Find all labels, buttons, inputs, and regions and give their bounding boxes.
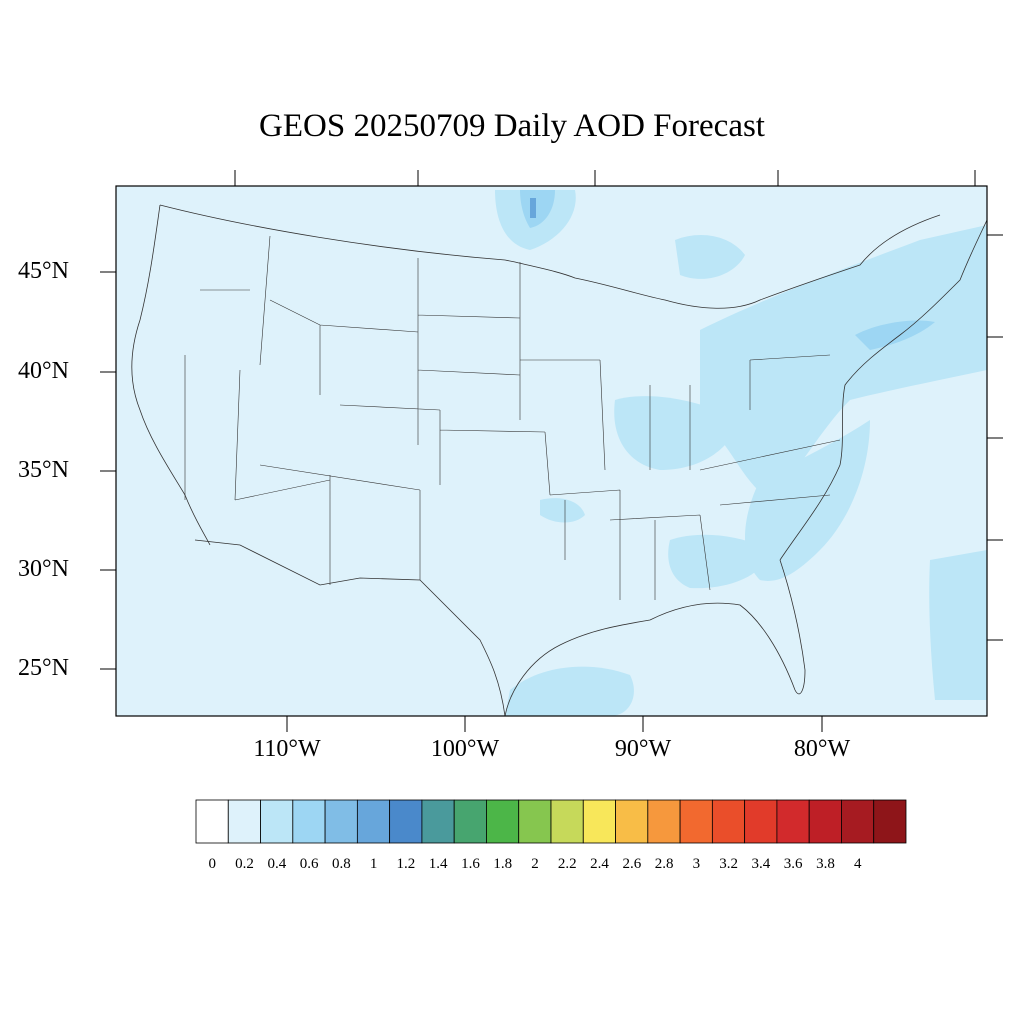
map-frame (115, 185, 988, 717)
colorbar-swatch (744, 799, 778, 844)
colorbar-label: 0 (208, 856, 217, 872)
colorbar-swatch (324, 799, 358, 844)
colorbar-label: 1.8 (493, 856, 513, 872)
lon-label-110w: 110°W (253, 736, 321, 762)
colorbar-swatch (227, 799, 261, 844)
colorbar-swatch (550, 799, 584, 844)
colorbar-swatch (195, 799, 229, 844)
colorbar-label: 2.8 (654, 856, 674, 872)
colorbar-label: 2.2 (557, 856, 577, 872)
colorbar-label: 3.2 (719, 856, 738, 872)
lon-label-90w: 90°W (614, 736, 672, 762)
colorbar-swatch (582, 799, 616, 844)
colorbar-label: 1 (369, 856, 378, 872)
lon-label-100w: 100°W (430, 736, 500, 762)
lat-label-35n: 35°N (18, 457, 69, 483)
state-lines (184, 235, 841, 600)
aod-hotspot-minnesota (530, 198, 536, 218)
colorbar-label: 3.6 (783, 856, 803, 872)
colorbar-label: 0.8 (331, 856, 351, 872)
colorbar-label: 3.4 (751, 856, 771, 872)
colorbar-swatch (421, 799, 455, 844)
colorbar-label: 0.4 (267, 856, 287, 872)
colorbar-swatch (841, 799, 875, 844)
lat-label-30n: 30°N (18, 556, 69, 582)
colorbar-label: 1.2 (396, 856, 416, 872)
colorbar-swatch (518, 799, 552, 844)
colorbar-label: 1.6 (461, 856, 480, 872)
lat-label-45n: 45°N (18, 258, 69, 284)
colorbar-label: 4 (853, 856, 862, 872)
colorbar-label: 2.4 (590, 856, 609, 872)
aod-plume-atlantic (929, 550, 987, 700)
lon-label-80w: 80°W (793, 736, 851, 762)
colorbar (195, 799, 907, 844)
colorbar-swatch (486, 799, 520, 844)
colorbar-label: 3.8 (816, 856, 835, 872)
colorbar-swatch (615, 799, 649, 844)
colorbar-swatch (453, 799, 487, 844)
colorbar-swatch (776, 799, 810, 844)
aod-plumes (495, 190, 987, 716)
colorbar-swatch (808, 799, 842, 844)
colorbar-label: 2 (531, 856, 539, 872)
aod-plume-northeast (700, 225, 987, 500)
mexico-border (194, 539, 506, 716)
lat-label-25n: 25°N (18, 655, 69, 681)
aod-plume-east-coast (745, 420, 870, 581)
aod-plume-great-lakes (675, 235, 745, 279)
colorbar-swatch (292, 799, 326, 844)
colorbar-swatch (679, 799, 713, 844)
colorbar-swatch (356, 799, 391, 844)
colorbar-label: 3 (692, 856, 701, 872)
colorbar-label: 1.4 (428, 856, 448, 872)
lat-label-40n: 40°N (18, 358, 69, 384)
colorbar-label: 2.6 (622, 856, 642, 872)
aod-plume-southeast (668, 534, 770, 589)
canada-border (159, 204, 941, 309)
colorbar-swatch (260, 799, 294, 844)
axis-ticks (100, 170, 1003, 732)
map-title: GEOS 20250709 Daily AOD Forecast (259, 108, 765, 144)
colorbar-label: 0.6 (299, 856, 319, 872)
aod-plume-new-york (855, 320, 935, 350)
west-coast (131, 204, 211, 546)
colorbar-swatch (873, 799, 907, 844)
aod-plume-ontario (520, 190, 555, 228)
east-coast (779, 219, 987, 561)
map-outlines (131, 204, 987, 716)
gulf-coast (504, 559, 806, 716)
aod-plume-ohio-valley (614, 396, 740, 470)
aod-plume-texas (540, 498, 585, 523)
aod-plume-gulf (505, 666, 634, 716)
colorbar-swatch (389, 799, 423, 844)
colorbar-swatch (647, 799, 681, 844)
colorbar-label: 0.2 (235, 856, 254, 872)
colorbar-swatch (711, 799, 746, 844)
